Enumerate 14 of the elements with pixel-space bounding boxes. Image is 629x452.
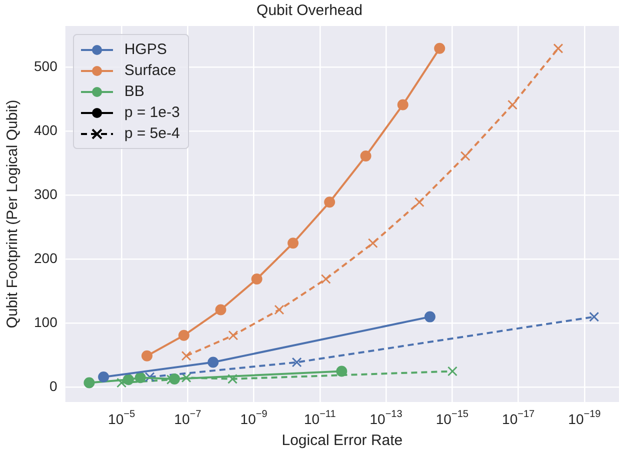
- legend-label: Surface: [124, 62, 176, 79]
- legend-label: p = 1e-3: [124, 104, 180, 121]
- y-tick-label: 100: [34, 314, 58, 330]
- y-tick-label: 300: [34, 186, 58, 202]
- y-tick-label: 500: [34, 58, 58, 74]
- y-axis-title: Qubit Footprint (Per Logical Qubit): [4, 100, 22, 328]
- legend-label: BB: [124, 83, 144, 100]
- legend-label: HGPS: [124, 41, 167, 58]
- x-axis-title: Logical Error Rate: [282, 432, 403, 450]
- legend-label: p = 5e-4: [124, 125, 180, 142]
- y-tick-label: 200: [34, 250, 58, 266]
- y-tick-label: 0: [50, 378, 58, 394]
- y-tick-label: 400: [34, 122, 58, 138]
- chart-title: Qubit Overhead: [256, 2, 362, 20]
